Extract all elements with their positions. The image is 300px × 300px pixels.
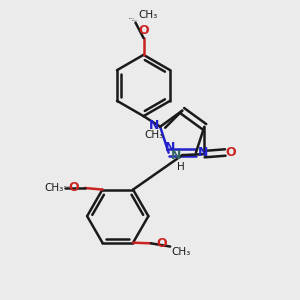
Text: H: H — [177, 162, 185, 172]
Text: N: N — [170, 148, 181, 162]
Text: CH₃: CH₃ — [139, 10, 158, 20]
Text: methoxy: methoxy — [132, 20, 139, 21]
Text: CH₃: CH₃ — [45, 183, 64, 193]
Text: N: N — [198, 146, 208, 158]
Text: O: O — [138, 24, 149, 37]
Text: N: N — [165, 141, 175, 154]
Text: O: O — [226, 146, 236, 159]
Text: O: O — [68, 181, 79, 194]
Text: methoxy: methoxy — [64, 186, 70, 187]
Text: N: N — [149, 118, 160, 132]
Text: methoxy: methoxy — [129, 17, 135, 19]
Text: CH₃: CH₃ — [172, 247, 191, 257]
Text: O: O — [157, 237, 167, 250]
Text: CH₃: CH₃ — [144, 130, 164, 140]
